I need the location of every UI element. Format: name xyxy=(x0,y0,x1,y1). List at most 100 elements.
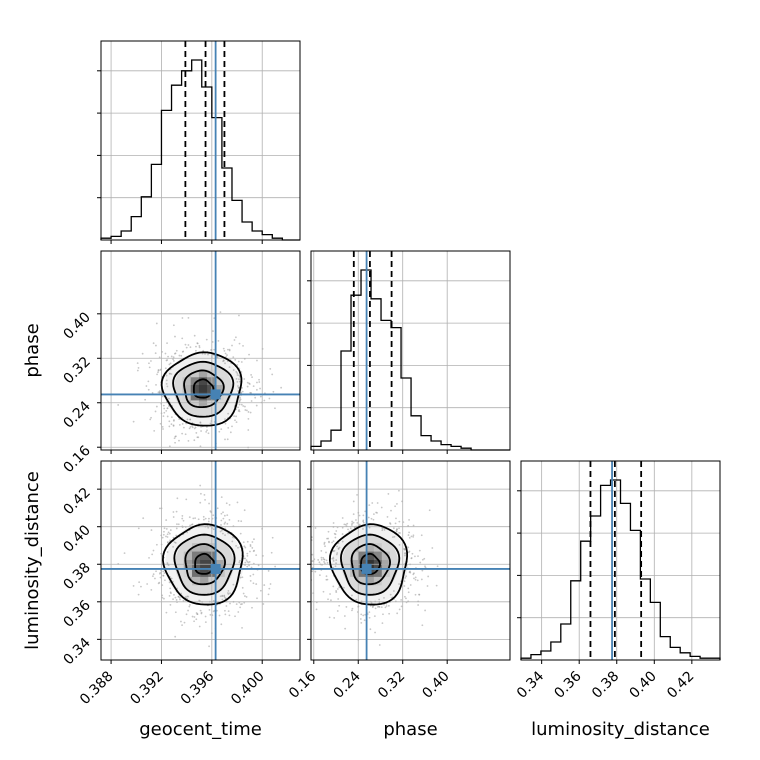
sample-point xyxy=(162,404,165,407)
sample-point xyxy=(237,611,240,613)
sample-point xyxy=(418,593,421,596)
sample-point xyxy=(253,549,256,552)
sample-point xyxy=(267,570,270,572)
sample-point xyxy=(235,421,238,424)
sample-point xyxy=(320,550,323,552)
sample-point xyxy=(391,536,394,539)
x-tick-label-phase: 0.16 xyxy=(286,668,319,701)
sample-point xyxy=(236,374,239,376)
sample-point xyxy=(238,410,241,413)
sample-point xyxy=(226,522,229,525)
sample-point xyxy=(249,550,251,553)
sample-point xyxy=(383,596,385,599)
sample-point xyxy=(421,569,424,572)
sample-point xyxy=(155,322,158,325)
sample-point xyxy=(408,550,411,553)
sample-point xyxy=(173,437,176,440)
sample-point xyxy=(385,605,388,607)
sample-point xyxy=(249,575,252,577)
sample-point xyxy=(218,430,221,433)
sample-point xyxy=(327,598,329,601)
sample-point xyxy=(148,362,150,365)
sample-point xyxy=(246,554,249,557)
sample-point xyxy=(172,324,175,327)
sample-point xyxy=(250,400,253,402)
sample-point xyxy=(236,380,239,383)
sample-point xyxy=(235,377,238,380)
sample-point xyxy=(246,565,249,568)
sample-point xyxy=(148,556,150,559)
sample-point xyxy=(280,386,283,389)
sample-point xyxy=(250,566,253,569)
sample-point xyxy=(223,596,226,599)
sample-point xyxy=(318,561,321,564)
sample-point xyxy=(186,418,189,421)
y-tick-label-luminosity_distance: 0.42 xyxy=(60,485,93,518)
sample-point xyxy=(404,552,406,555)
sample-point xyxy=(387,604,390,607)
sample-point xyxy=(172,360,175,362)
sample-point xyxy=(165,528,168,530)
density-bin xyxy=(381,551,390,561)
sample-point xyxy=(200,612,203,615)
sample-point xyxy=(417,604,420,606)
sample-point xyxy=(314,527,317,529)
sample-point xyxy=(268,397,271,400)
sample-point xyxy=(157,369,160,371)
density-bin xyxy=(207,377,216,386)
density-bin xyxy=(350,551,359,561)
sample-point xyxy=(237,520,240,522)
sample-point xyxy=(374,607,377,610)
sample-point xyxy=(362,519,365,522)
sample-point xyxy=(198,625,201,628)
sample-point xyxy=(165,382,168,385)
sample-point xyxy=(410,535,413,538)
hist-grid-phase xyxy=(311,251,510,450)
sample-point xyxy=(228,518,231,521)
sample-point xyxy=(170,373,173,375)
sample-point xyxy=(236,364,239,366)
sample-point xyxy=(421,624,424,627)
sample-point xyxy=(395,529,398,532)
sample-point xyxy=(166,541,169,544)
sample-point xyxy=(267,593,270,596)
sample-point xyxy=(187,595,190,598)
sample-point xyxy=(185,346,188,349)
sample-point xyxy=(240,361,243,363)
sample-point xyxy=(322,590,325,593)
sample-point xyxy=(199,421,202,424)
sample-point xyxy=(315,608,318,611)
sample-point xyxy=(244,561,247,564)
sample-point xyxy=(187,439,190,442)
sample-point xyxy=(384,606,387,609)
sample-point xyxy=(199,445,202,448)
sample-point xyxy=(189,426,192,428)
sample-point xyxy=(394,522,397,525)
sample-point xyxy=(189,418,192,421)
sample-point xyxy=(136,362,139,365)
sample-point xyxy=(362,528,364,530)
sample-point xyxy=(400,605,403,608)
sample-point xyxy=(183,621,186,624)
sample-point xyxy=(168,532,171,535)
sample-point xyxy=(180,354,183,357)
sample-point xyxy=(404,554,406,557)
sample-point xyxy=(358,514,361,517)
sample-point xyxy=(343,586,345,589)
histogram-phase xyxy=(310,269,510,451)
density-bin xyxy=(365,576,374,586)
sample-point xyxy=(152,342,155,345)
sample-point xyxy=(190,523,193,526)
sample-point xyxy=(195,345,197,348)
sample-point xyxy=(237,387,240,389)
sample-point xyxy=(243,378,246,380)
sample-point xyxy=(224,534,226,537)
sample-point xyxy=(222,517,225,520)
sample-point xyxy=(229,602,231,605)
sample-point xyxy=(255,388,258,391)
x-tick-label-phase: 0.40 xyxy=(419,668,452,701)
sample-point xyxy=(409,584,412,586)
sample-point xyxy=(224,613,227,616)
sample-point xyxy=(332,585,335,588)
sample-point xyxy=(246,385,249,388)
